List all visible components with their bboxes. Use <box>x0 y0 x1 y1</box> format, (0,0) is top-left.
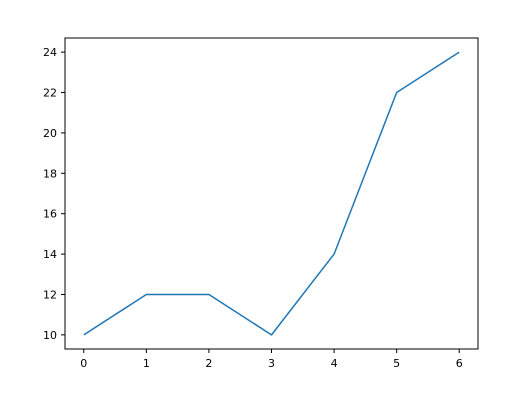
y-axis-ticks: 10 12 14 16 18 20 22 24 <box>43 46 65 342</box>
x-axis-ticks: 0 1 2 3 4 5 6 <box>80 349 463 370</box>
x-tick-label: 4 <box>331 357 338 370</box>
x-tick-label: 1 <box>143 357 150 370</box>
y-tick-label: 18 <box>43 167 57 180</box>
series-line <box>83 51 460 336</box>
x-tick-label: 3 <box>268 357 275 370</box>
series-layer <box>83 51 460 336</box>
y-tick-label: 10 <box>43 329 57 342</box>
y-tick-label: 22 <box>43 87 57 100</box>
y-tick-label: 14 <box>43 248 57 261</box>
y-tick-label: 20 <box>43 127 57 140</box>
y-tick-label: 16 <box>43 208 57 221</box>
x-tick-label: 0 <box>80 357 87 370</box>
x-tick-label: 5 <box>393 357 400 370</box>
y-tick-label: 12 <box>43 288 57 301</box>
y-tick-label: 24 <box>43 46 57 59</box>
x-tick-label: 6 <box>456 357 463 370</box>
x-tick-label: 2 <box>205 357 212 370</box>
plot-area-frame <box>64 37 479 350</box>
